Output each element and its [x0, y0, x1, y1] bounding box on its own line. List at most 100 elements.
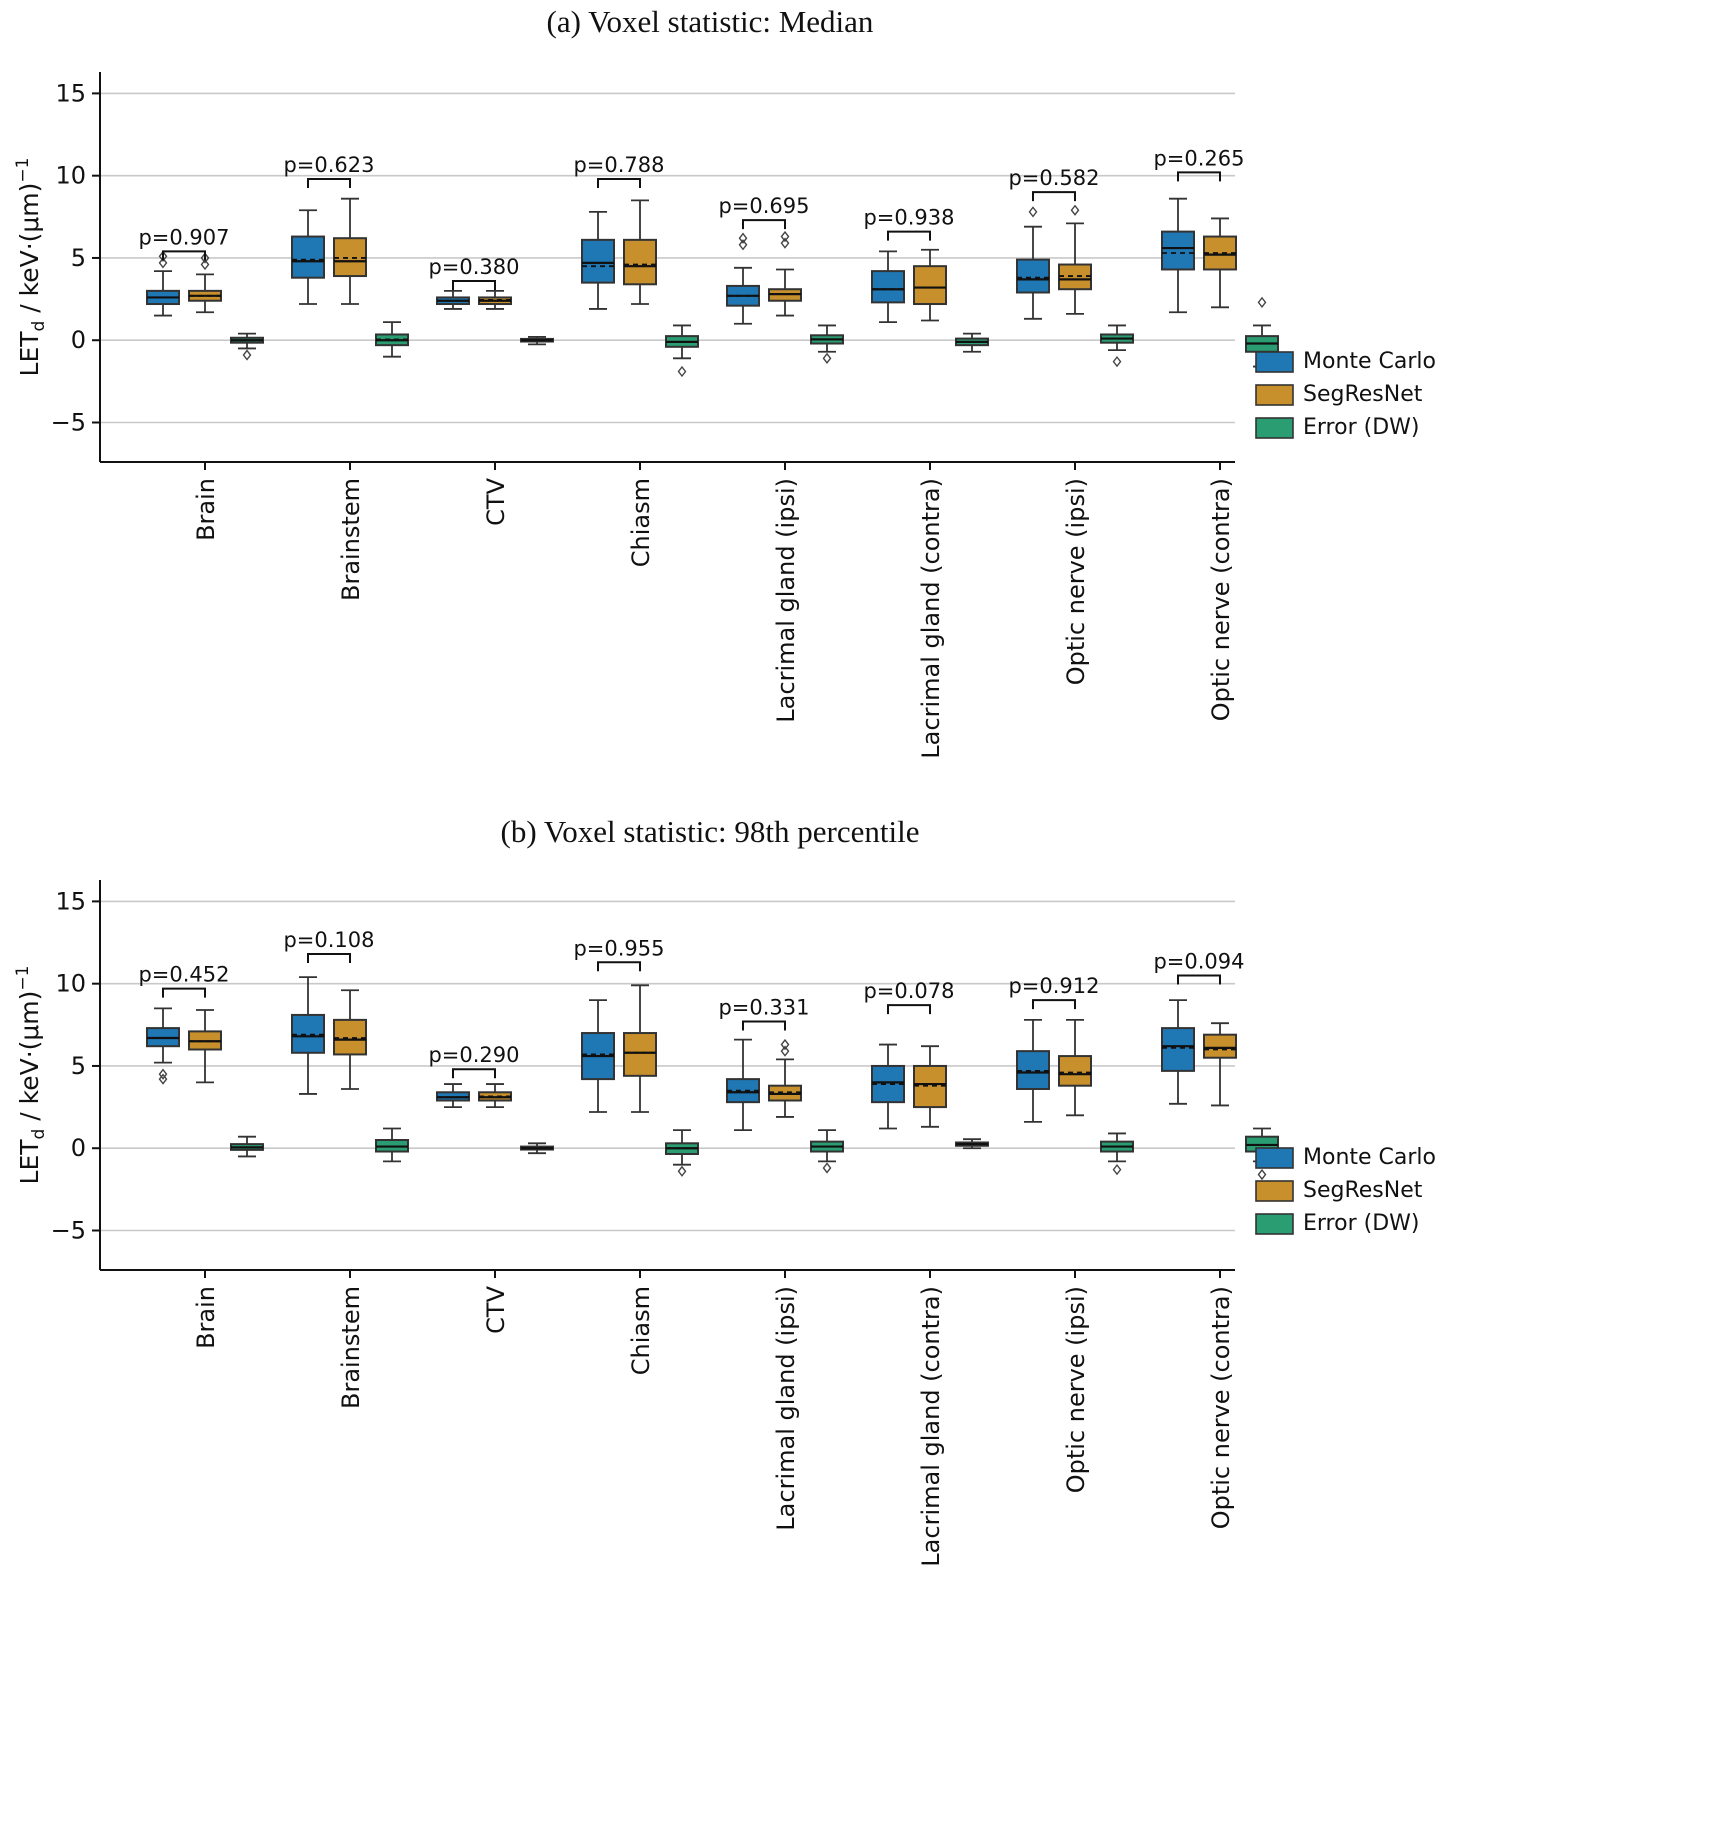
x-tick-label: CTV [482, 1285, 510, 1333]
significance-bracket [887, 230, 931, 241]
flier-marker [677, 365, 687, 378]
p-value-label: p=0.290 [428, 1043, 519, 1067]
p-value-label: p=0.078 [863, 979, 954, 1003]
box-group-error-dw [810, 1129, 844, 1174]
box-group-monte-carlo [871, 1043, 905, 1130]
x-tick-label: Optic nerve (ipsi) [1062, 1286, 1090, 1493]
p-value-label: p=0.452 [138, 963, 229, 987]
box-group-error-dw [230, 332, 264, 361]
box-group-monte-carlo [1161, 999, 1195, 1105]
box-segresnet [623, 1032, 657, 1077]
significance-bracket [597, 177, 641, 188]
flier-marker [677, 1165, 687, 1177]
box-group-error-dw [810, 324, 844, 364]
flier-marker [242, 349, 252, 361]
box-monte-carlo [1161, 1027, 1195, 1072]
box-group-segresnet [1203, 1022, 1237, 1107]
box-group-monte-carlo [146, 1007, 180, 1085]
significance-bracket [1032, 191, 1076, 202]
box-group-monte-carlo [1016, 206, 1050, 320]
flier-marker [1257, 1168, 1267, 1181]
box-group-segresnet [623, 199, 657, 305]
significance-bracket [742, 1020, 786, 1031]
significance-bracket [162, 250, 206, 261]
x-tick-label: Brainstem [337, 478, 365, 601]
p-value-label: p=0.582 [1008, 166, 1099, 190]
x-tick-label: Chiasm [627, 478, 655, 567]
x-tick-label: Optic nerve (contra) [1207, 478, 1235, 721]
flier-marker [738, 239, 748, 251]
box-group-error-dw [665, 324, 699, 378]
box-group-segresnet [333, 197, 367, 305]
y-tick-label: 5 [71, 244, 86, 272]
significance-bracket [1177, 171, 1221, 182]
p-value-label: p=0.331 [718, 996, 809, 1020]
flier-marker [158, 1073, 168, 1085]
flier-marker [822, 352, 832, 364]
box-group-monte-carlo [146, 250, 180, 317]
legend-label-segresnet: SegResNet [1303, 1178, 1423, 1203]
box-group-monte-carlo [726, 1038, 760, 1132]
significance-bracket [452, 1068, 496, 1079]
box-segresnet [1058, 1055, 1092, 1087]
box-monte-carlo [291, 235, 325, 279]
x-tick-label: Optic nerve (contra) [1207, 1286, 1235, 1529]
box-group-error-dw [375, 321, 409, 358]
flier-marker [1070, 204, 1080, 216]
box-group-error-dw [955, 332, 989, 353]
y-tick-label: −5 [51, 1217, 86, 1245]
flier-marker [200, 252, 210, 264]
flier-marker [780, 1038, 790, 1051]
significance-bracket [1032, 999, 1076, 1010]
x-tick-label: Brain [192, 478, 220, 541]
y-tick-label: 5 [71, 1052, 86, 1080]
box-group-segresnet [1058, 1018, 1092, 1117]
p-value-label: p=0.695 [718, 194, 809, 218]
box-monte-carlo [1016, 258, 1050, 294]
y-tick-label: 0 [71, 1134, 86, 1162]
flier-marker [1112, 1163, 1122, 1176]
box-group-segresnet [768, 230, 802, 317]
p-value-label: p=0.108 [283, 928, 374, 952]
x-tick-label: CTV [482, 477, 510, 525]
chart-title: (b) Voxel statistic: 98th percentile [501, 814, 920, 849]
legend-label-monte-carlo: Monte Carlo [1303, 349, 1436, 374]
x-tick-label: Lacrimal gland (contra) [917, 1286, 945, 1567]
flier-marker [822, 1162, 832, 1174]
y-tick-label: 0 [71, 326, 86, 354]
significance-bracket [452, 279, 496, 290]
flier-marker [158, 1068, 168, 1080]
chart-panel-a: −5 0 5 10 15 LETd / keV·(μm)−1 (a) Voxel stati… [13, 4, 1436, 759]
box-monte-carlo [871, 270, 905, 304]
legend-label-segresnet: SegResNet [1303, 382, 1423, 407]
box-group-segresnet [913, 1045, 947, 1128]
chart-title: (a) Voxel statistic: Median [547, 4, 874, 39]
box-group-monte-carlo [291, 976, 325, 1095]
box-group-segresnet [1203, 217, 1237, 309]
box-group-error-dw [1100, 1132, 1134, 1176]
x-tick-label: Lacrimal gland (contra) [917, 478, 945, 759]
significance-bracket [307, 177, 351, 188]
p-value-label: p=0.265 [1153, 146, 1244, 170]
flier-marker [200, 258, 210, 271]
box-group-segresnet [623, 984, 657, 1113]
box-group-error-dw [955, 1138, 989, 1150]
legend-swatch-error-dw [1255, 417, 1294, 439]
p-value-label: p=0.912 [1008, 974, 1099, 998]
significance-bracket [597, 961, 641, 972]
box-group-error-dw [520, 1142, 554, 1155]
x-tick-label: Lacrimal gland (ipsi) [772, 478, 800, 723]
chart-panel-b: −5 0 5 10 15 LETd / keV·(μm)−1 (b) Voxel stati… [13, 814, 1436, 1567]
box-group-segresnet [188, 252, 222, 314]
box-group-monte-carlo [581, 210, 615, 310]
p-value-label: p=0.623 [283, 153, 374, 177]
legend-swatch-monte-carlo [1255, 351, 1294, 373]
y-tick-label: 15 [55, 887, 86, 915]
x-tick-label: Optic nerve (ipsi) [1062, 478, 1090, 685]
y-tick-label: −5 [51, 409, 86, 437]
legend-swatch-segresnet [1255, 384, 1294, 406]
flier-marker [1112, 355, 1122, 368]
box-group-segresnet [188, 1009, 222, 1084]
y-axis-label: LETd / keV·(μm)−1 [13, 158, 49, 377]
